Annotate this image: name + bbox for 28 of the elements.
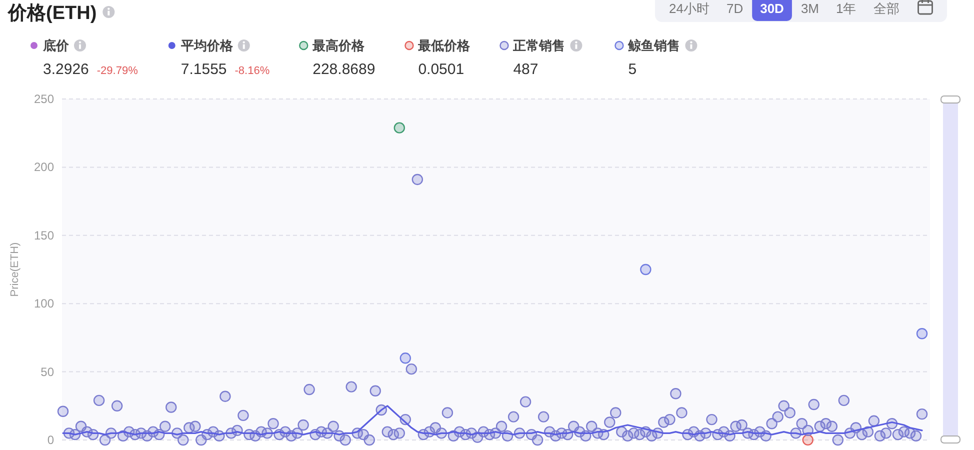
button-label: 3M xyxy=(800,1,820,16)
legend-label: 最高价格 xyxy=(312,38,365,53)
y-tick-label: 200 xyxy=(34,160,54,174)
y-tick-label: 50 xyxy=(40,364,54,379)
y-tick-label: 100 xyxy=(34,296,54,311)
button-label: 30D xyxy=(760,1,784,16)
legend-label: 正常销售 xyxy=(513,38,566,53)
legend-stat: 0.0501 xyxy=(418,61,464,78)
legend-stat: 5 xyxy=(628,61,637,78)
legend-stat: 7.1555 xyxy=(180,61,227,78)
y-tick-label: 250 xyxy=(34,92,54,106)
legend-stat: -8.16% xyxy=(234,65,270,77)
y-tick-label: 0 xyxy=(47,433,54,447)
legend-stat: 228.8689 xyxy=(312,61,376,78)
button-label: 全部 xyxy=(873,1,900,16)
button-label: 1年 xyxy=(836,1,856,16)
title: 价格(ETH) xyxy=(8,3,97,24)
legend-label: 平均价格 xyxy=(180,38,233,53)
button-label: 24小时 xyxy=(669,1,710,16)
legend-stat: 487 xyxy=(513,61,538,78)
y-axis-title: Price(ETH) xyxy=(9,242,21,297)
legend-label: 底价 xyxy=(43,38,69,53)
button-label: 7D xyxy=(726,1,744,16)
legend-stat: -29.79% xyxy=(96,65,138,77)
legend-label: 最低价格 xyxy=(418,38,470,53)
legend-label: 鲸鱼销售 xyxy=(628,38,680,53)
legend-stat: 3.2926 xyxy=(43,61,89,78)
y-tick-label: 150 xyxy=(34,228,54,242)
